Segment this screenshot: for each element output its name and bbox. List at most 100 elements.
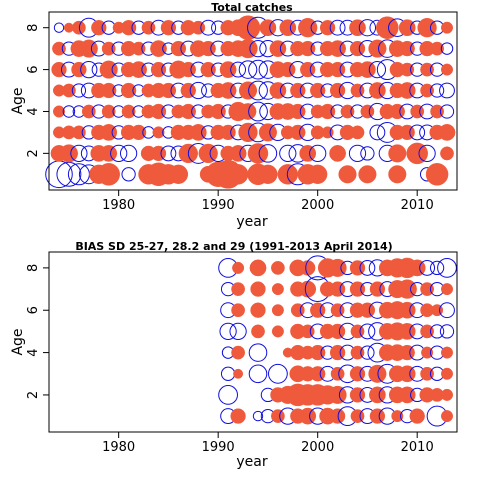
positive-bubble xyxy=(271,325,284,338)
negative-bubble xyxy=(359,259,376,276)
positive-bubble xyxy=(298,18,318,38)
positive-bubble xyxy=(229,145,247,162)
negative-bubble xyxy=(268,363,288,384)
positive-bubble xyxy=(338,165,357,184)
positive-bubble xyxy=(120,82,137,99)
positive-bubble xyxy=(308,164,328,184)
panel-1-title: Total catches xyxy=(211,1,293,14)
positive-bubble xyxy=(369,82,386,99)
positive-bubble xyxy=(369,408,386,424)
positive-bubble xyxy=(71,61,87,78)
positive-bubble xyxy=(310,82,326,99)
positive-bubble xyxy=(425,163,449,186)
negative-bubble xyxy=(437,258,457,278)
positive-bubble xyxy=(359,61,376,78)
negative-bubble xyxy=(121,167,136,182)
positive-bubble xyxy=(238,38,258,59)
positive-bubble xyxy=(300,260,316,276)
negative-bubble xyxy=(248,343,268,362)
negative-bubble xyxy=(348,144,367,163)
positive-bubble xyxy=(271,409,285,423)
negative-bubble xyxy=(248,80,268,101)
panel-1-plot-frame xyxy=(48,11,458,191)
positive-bubble xyxy=(251,324,265,339)
negative-bubble xyxy=(252,410,264,422)
positive-bubble xyxy=(250,281,266,297)
positive-bubble xyxy=(349,40,366,57)
negative-bubble xyxy=(279,144,297,163)
positive-bubble xyxy=(397,279,417,299)
positive-bubble xyxy=(359,302,376,318)
panel-2-title: BIAS SD 25-27, 28.2 and 29 (1991-2013 Ap… xyxy=(75,240,392,253)
y-tick-label: 2 xyxy=(26,391,41,399)
positive-bubble xyxy=(100,124,118,141)
positive-bubble xyxy=(271,261,285,275)
positive-bubble xyxy=(238,81,258,100)
y-tick-label: 8 xyxy=(26,264,41,272)
panel-2-bubbles xyxy=(218,255,457,427)
negative-bubble xyxy=(110,144,128,163)
x-tick-label: 2010 xyxy=(401,440,434,455)
panel-1-y-axis-label: Age xyxy=(10,87,26,114)
panel-2-x-axis-label: year xyxy=(236,454,267,470)
negative-bubble xyxy=(439,104,455,119)
negative-bubble xyxy=(439,82,455,99)
positive-bubble xyxy=(369,386,386,404)
positive-bubble xyxy=(358,165,377,184)
negative-bubble xyxy=(258,144,278,163)
negative-bubble xyxy=(429,260,445,276)
positive-bubble xyxy=(150,61,167,78)
negative-bubble xyxy=(368,60,387,79)
positive-bubble xyxy=(330,366,345,381)
negative-bubble xyxy=(238,60,258,79)
positive-bubble xyxy=(230,408,246,424)
positive-bubble xyxy=(406,142,428,165)
positive-bubble xyxy=(271,283,284,296)
positive-bubble xyxy=(430,104,444,119)
positive-bubble xyxy=(376,16,399,39)
positive-bubble xyxy=(150,40,167,57)
negative-bubble xyxy=(219,322,237,341)
negative-bubble xyxy=(409,124,426,141)
panel-2-y-axis-label: Age xyxy=(10,328,26,355)
positive-bubble xyxy=(200,61,216,78)
positive-bubble xyxy=(430,41,444,56)
y-tick-label: 6 xyxy=(26,65,41,73)
positive-bubble xyxy=(97,163,120,186)
positive-bubble xyxy=(400,62,415,77)
negative-bubble xyxy=(418,144,436,163)
positive-bubble xyxy=(441,367,453,380)
negative-bubble xyxy=(230,61,247,78)
positive-bubble xyxy=(421,346,434,359)
positive-bubble xyxy=(231,282,245,296)
negative-bubble xyxy=(248,59,268,80)
panel-2-plot-frame xyxy=(48,251,458,433)
positive-bubble xyxy=(299,280,317,298)
panel-bias-sd: BIAS SD 25-27, 28.2 and 29 (1991-2013 Ap… xyxy=(10,240,458,470)
negative-bubble xyxy=(62,105,76,118)
positive-bubble xyxy=(249,259,267,277)
positive-bubble xyxy=(250,302,266,318)
positive-bubble xyxy=(441,21,453,34)
positive-bubble xyxy=(232,261,245,274)
x-tick-label: 2000 xyxy=(301,440,334,455)
x-tick-label: 1980 xyxy=(102,198,135,213)
positive-bubble xyxy=(99,60,118,79)
positive-bubble xyxy=(420,83,434,98)
positive-bubble xyxy=(290,124,306,141)
panel-2-x-ticks: 1980 1990 2000 2010 xyxy=(102,432,434,455)
positive-bubble xyxy=(231,303,245,318)
positive-bubble xyxy=(329,82,346,99)
positive-bubble xyxy=(350,345,365,360)
positive-bubble xyxy=(319,103,336,120)
positive-bubble xyxy=(72,125,86,140)
positive-bubble xyxy=(329,408,346,424)
panel-1-y-ticks: 2 4 6 8 xyxy=(26,24,49,157)
positive-bubble xyxy=(420,324,434,339)
y-tick-label: 4 xyxy=(26,348,41,356)
positive-bubble xyxy=(130,124,147,141)
negative-bubble xyxy=(329,19,346,36)
positive-bubble xyxy=(180,82,196,99)
positive-bubble xyxy=(210,103,226,120)
negative-bubble xyxy=(439,324,455,339)
